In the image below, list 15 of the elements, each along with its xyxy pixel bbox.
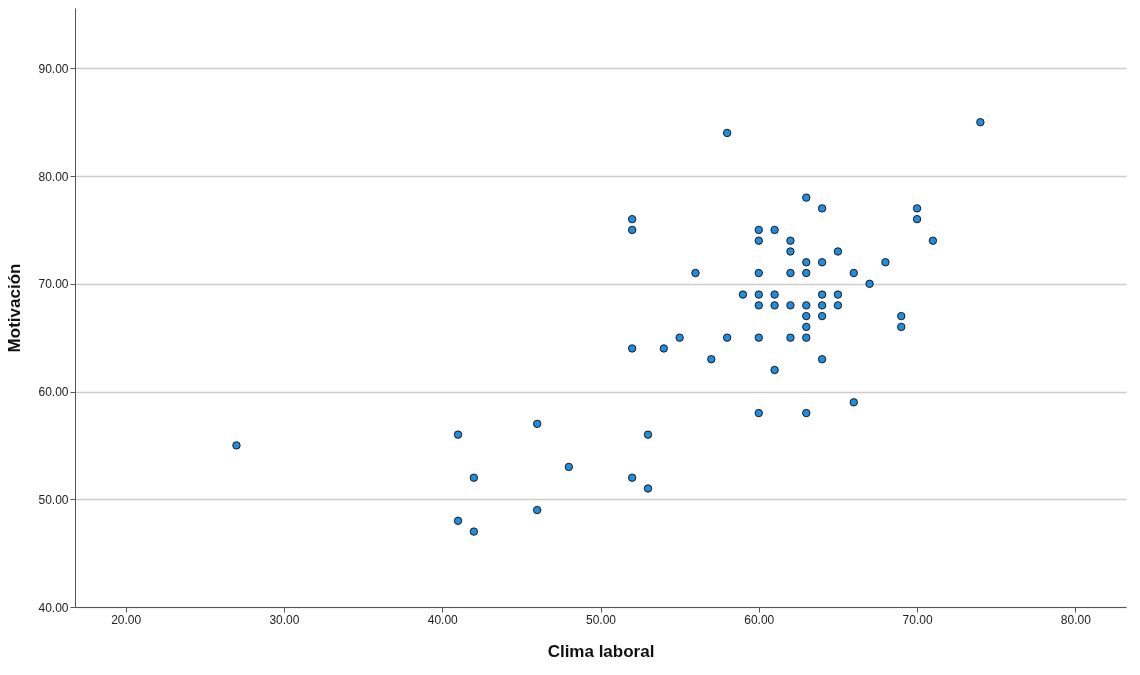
y-tick-label: 60.00 — [38, 385, 69, 400]
y-tick-label: 80.00 — [38, 169, 69, 184]
y-tick-label: 90.00 — [38, 61, 69, 76]
y-axis-title: Motivación — [5, 263, 25, 353]
y-tick-label: 40.00 — [38, 600, 69, 615]
y-tick-label: 70.00 — [38, 277, 69, 292]
x-tick-label: 40.00 — [427, 612, 459, 627]
x-axis-title: Clima laboral — [547, 641, 655, 661]
x-tick-label: 60.00 — [744, 612, 775, 627]
x-tick-label: 30.00 — [269, 612, 300, 627]
x-tick-label: 80.00 — [1060, 612, 1092, 627]
x-tick-label: 50.00 — [585, 612, 617, 627]
y-tick-label: 50.00 — [38, 492, 69, 507]
x-tick-label: 70.00 — [902, 612, 933, 627]
x-tick-label: 20.00 — [111, 612, 142, 627]
